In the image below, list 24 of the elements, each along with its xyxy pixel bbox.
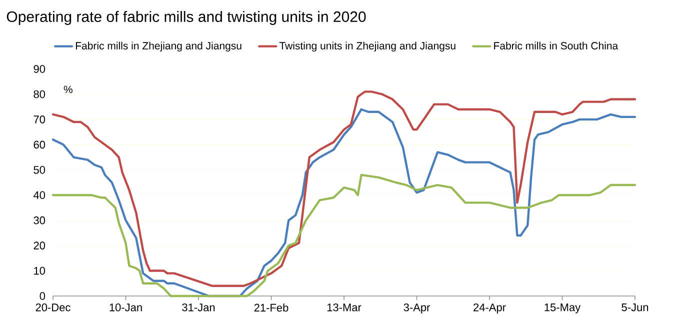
y-tick-label: 10 <box>34 266 46 275</box>
legend-label: Fabric mills in South China <box>494 42 618 50</box>
y-tick-label: 40 <box>33 191 46 200</box>
legend-label: Fabric mills in Zhejiang and Jiangsu <box>76 42 242 52</box>
x-tick-label: 15-May <box>544 304 581 314</box>
x-tick-label: 5-Jun <box>622 304 648 312</box>
x-tick-label: 24-Apr <box>474 304 506 314</box>
y-axis-title: % <box>64 86 72 94</box>
legend-label: Twisting units in Zhejiang and Jiangsu <box>279 42 456 52</box>
x-tick-label: 3-Apr <box>404 304 430 314</box>
x-tick-label: 31-Jan <box>182 304 215 312</box>
x-tick-label: 13-Mar <box>327 304 362 312</box>
x-tick-label: 20-Dec <box>36 304 70 312</box>
y-tick-label: 80 <box>34 90 46 98</box>
y-tick-label: 20 <box>34 242 46 250</box>
y-tick-label: 60 <box>34 140 46 149</box>
chart-title: Operating rate of fabric mills and twisting units in 2020 <box>6 11 366 25</box>
y-tick-label: 0 <box>40 292 46 300</box>
y-tick-label: 30 <box>34 216 46 224</box>
y-tick-label: 50 <box>34 166 46 174</box>
x-tick-label: 21-Feb <box>254 304 288 312</box>
y-tick-label: 70 <box>34 116 46 124</box>
x-tick-label: 10-Jan <box>110 304 142 312</box>
y-tick-label: 90 <box>34 65 46 73</box>
